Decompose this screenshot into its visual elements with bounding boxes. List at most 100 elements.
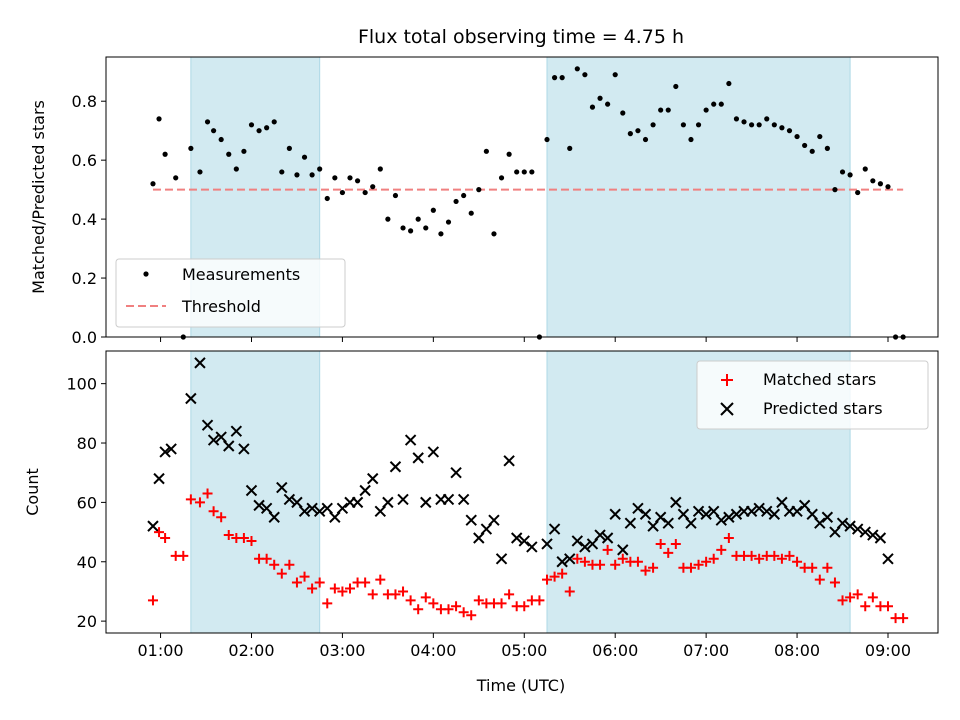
x-axis-label: Time (UTC) xyxy=(476,676,565,695)
top-x-ticks xyxy=(160,337,889,342)
matched-star-point xyxy=(693,559,704,570)
measurement-point xyxy=(483,148,489,154)
predicted-star-point xyxy=(526,541,538,553)
matched-star-point xyxy=(534,595,545,606)
predicted-star-point xyxy=(223,440,235,452)
top-y-axis-label: Matched/Predicted stars xyxy=(29,100,48,294)
measurement-point xyxy=(286,145,292,151)
predicted-star-point xyxy=(601,532,614,544)
legend-matched-label: Matched stars xyxy=(763,370,876,389)
measurement-point xyxy=(476,187,482,193)
predicted-star-point xyxy=(420,496,432,509)
measurement-point xyxy=(294,172,300,178)
predicted-star-point xyxy=(298,505,311,518)
predicted-star-point xyxy=(844,520,856,532)
predicted-star-point xyxy=(253,499,265,512)
matched-star-point xyxy=(428,598,439,609)
predicted-star-point xyxy=(510,532,523,544)
matched-star-point xyxy=(617,553,628,564)
y-tick-label: 80 xyxy=(77,434,97,453)
predicted-star-point xyxy=(882,553,894,565)
matched-star-point xyxy=(640,565,651,576)
predicted-star-point xyxy=(397,493,409,506)
predicted-star-point xyxy=(617,544,629,556)
matched-star-point xyxy=(367,589,378,600)
top-shaded-intervals xyxy=(190,56,851,338)
matched-star-point xyxy=(261,553,272,564)
legend-predicted-marker xyxy=(720,402,734,416)
measurement-point xyxy=(688,136,694,143)
matched-star-point xyxy=(178,550,189,561)
y-tick-label: 0.8 xyxy=(72,92,97,111)
bottom-axes-frame xyxy=(105,350,939,634)
predicted-star-point xyxy=(541,538,553,550)
matched-star-point xyxy=(360,577,371,588)
predicted-star-point xyxy=(624,517,637,529)
bottom-y-axis-label: Count xyxy=(23,468,42,516)
y-tick-label: 0.4 xyxy=(72,210,97,229)
x-tick-label: 03:00 xyxy=(319,641,365,660)
y-tick-label: 0.0 xyxy=(72,328,97,347)
matched-star-point xyxy=(898,613,909,624)
matched-star-point xyxy=(716,544,727,555)
measurement-point xyxy=(248,122,255,128)
measurement-point xyxy=(839,169,846,175)
predicted-star-point xyxy=(268,511,280,523)
predicted-star-point xyxy=(579,541,591,553)
predicted-star-point xyxy=(359,484,371,497)
measurement-point xyxy=(150,181,156,187)
shaded-interval-2 xyxy=(546,56,851,338)
matched-star-point xyxy=(269,559,280,570)
predicted-star-point xyxy=(685,517,697,529)
predicted-stars-points xyxy=(147,357,894,568)
predicted-star-point xyxy=(276,481,288,494)
matched-star-point xyxy=(466,610,477,621)
predicted-star-point xyxy=(185,392,197,405)
measurement-point xyxy=(218,136,224,143)
matched-star-point xyxy=(557,568,568,579)
matched-star-point xyxy=(420,592,431,603)
predicted-star-point xyxy=(442,493,455,506)
measurement-point xyxy=(748,122,755,128)
measurement-point xyxy=(521,169,527,175)
matched-star-point xyxy=(443,604,454,615)
matched-star-point xyxy=(185,494,196,505)
predicted-star-point xyxy=(207,434,220,446)
measurement-point xyxy=(197,169,203,175)
matched-star-point xyxy=(670,538,681,549)
measurement-point xyxy=(332,175,338,181)
matched-star-point xyxy=(504,589,515,600)
measurement-point xyxy=(802,142,808,149)
predicted-star-point xyxy=(336,502,349,515)
matched-star-point xyxy=(769,550,780,561)
matched-star-point xyxy=(154,527,165,538)
predicted-star-point xyxy=(814,517,826,529)
matched-star-point xyxy=(807,562,818,573)
measurement-points xyxy=(150,66,906,340)
predicted-star-point xyxy=(639,508,652,520)
matched-star-point xyxy=(867,592,878,603)
measurement-point xyxy=(567,145,573,151)
predicted-star-point xyxy=(859,526,871,538)
predicted-star-point xyxy=(465,514,477,526)
bottom-legend: Matched stars Predicted stars xyxy=(696,360,929,430)
measurement-point xyxy=(362,189,368,196)
measurement-point xyxy=(324,195,330,202)
matched-star-point xyxy=(837,595,848,606)
predicted-star-point xyxy=(821,511,834,523)
measurement-point xyxy=(642,136,649,143)
predicted-star-point xyxy=(791,505,803,518)
matched-star-point xyxy=(307,583,318,594)
predicted-star-point xyxy=(609,508,621,520)
measurement-point xyxy=(680,122,686,128)
matched-star-point xyxy=(746,550,757,561)
predicted-star-point xyxy=(715,514,727,526)
measurement-point xyxy=(809,148,815,154)
top-y-ticks: 0.0 0.2 0.4 0.6 0.8 xyxy=(72,92,106,347)
measurement-point xyxy=(445,219,452,225)
predicted-star-point xyxy=(450,466,462,479)
predicted-star-point xyxy=(147,520,159,532)
measurement-point xyxy=(370,184,376,190)
measurement-point xyxy=(605,101,611,107)
